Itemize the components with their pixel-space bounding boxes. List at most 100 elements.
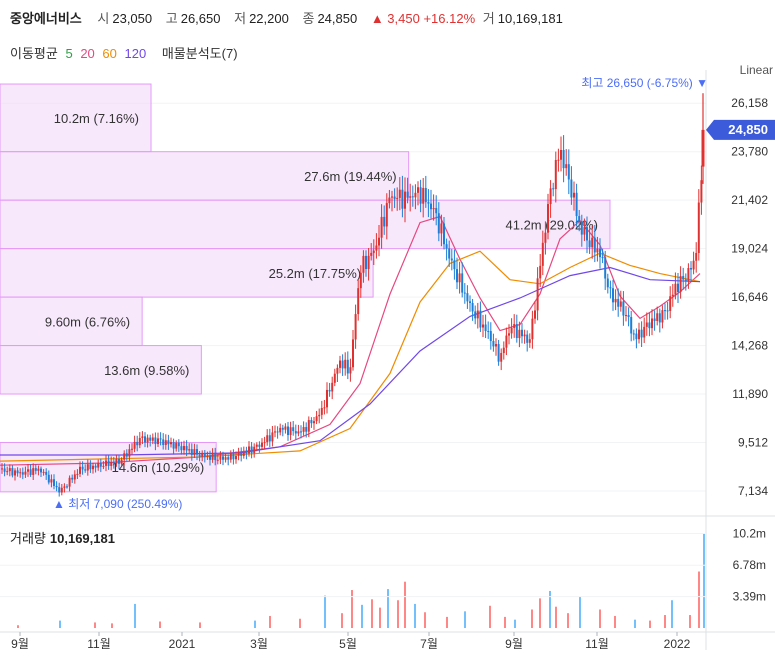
volume-profile-label: 9.60m (6.76%) bbox=[45, 314, 130, 329]
time-axis: 9월 11월 2021 3월 5월 7월 9월 11월 2022 bbox=[11, 632, 691, 651]
open-label: 시 bbox=[97, 11, 110, 26]
candles bbox=[1, 93, 705, 497]
candle-body bbox=[229, 452, 232, 460]
volume-profile-bar bbox=[0, 151, 410, 201]
volume-bar bbox=[159, 621, 161, 628]
candle-body bbox=[638, 329, 640, 340]
candle-body bbox=[541, 242, 544, 266]
candle-body bbox=[687, 268, 690, 282]
candle-body bbox=[310, 420, 313, 424]
volume-bar bbox=[464, 611, 466, 628]
candle-body bbox=[495, 344, 497, 347]
candle-body bbox=[573, 192, 575, 198]
candle-body bbox=[250, 446, 253, 453]
candle-body bbox=[388, 197, 391, 204]
candle-body bbox=[86, 464, 89, 471]
volume-bar bbox=[269, 615, 271, 628]
candle-body bbox=[284, 426, 287, 430]
scale-type-label[interactable]: Linear bbox=[739, 63, 773, 77]
ma-20-label[interactable]: 20 bbox=[80, 46, 95, 61]
candle-body bbox=[175, 442, 178, 449]
x-tick-label: 11월 bbox=[585, 637, 609, 651]
candle-body bbox=[352, 339, 354, 368]
candle-body bbox=[102, 465, 105, 467]
candle-body bbox=[37, 468, 40, 471]
volume-bar bbox=[424, 612, 426, 628]
volume-bar bbox=[446, 616, 448, 628]
candle-body bbox=[671, 294, 674, 297]
volume-tick-label: 3.39m bbox=[733, 590, 766, 604]
volume-bar bbox=[489, 605, 491, 628]
candle-body bbox=[357, 288, 360, 315]
volume-bar bbox=[324, 595, 326, 628]
candle-body bbox=[92, 465, 94, 470]
candle-body bbox=[463, 292, 466, 294]
y-tick-label: 11,890 bbox=[732, 387, 768, 401]
candle-body bbox=[411, 196, 414, 198]
current-price-badge bbox=[706, 119, 775, 140]
candle-body bbox=[419, 187, 422, 204]
candle-body bbox=[640, 329, 643, 338]
candle-body bbox=[21, 472, 24, 475]
ma-120-label[interactable]: 120 bbox=[124, 46, 147, 61]
candle-body bbox=[14, 470, 16, 476]
candle-body bbox=[159, 438, 162, 440]
candle-body bbox=[157, 438, 159, 445]
volume-bar bbox=[94, 622, 96, 628]
candle-body bbox=[456, 269, 458, 283]
candle-body bbox=[523, 334, 526, 337]
volume-profile-toggle[interactable]: 매물분석도(7) bbox=[161, 46, 238, 61]
candle-body bbox=[94, 465, 97, 468]
candle-body bbox=[198, 454, 201, 457]
candle-body bbox=[539, 265, 542, 279]
candle-body bbox=[1, 468, 3, 470]
candle-body bbox=[380, 216, 383, 238]
volume-tick-label: 6.78m bbox=[733, 558, 766, 572]
candle-body bbox=[359, 272, 362, 289]
ma-5-label[interactable]: 5 bbox=[65, 46, 73, 61]
x-tick-label: 9월 bbox=[11, 637, 29, 651]
candle-body bbox=[138, 437, 141, 446]
candle-body bbox=[112, 461, 115, 464]
volume-bar bbox=[549, 590, 551, 628]
candle-body bbox=[684, 279, 687, 282]
candle-body bbox=[19, 472, 22, 474]
candle-body bbox=[79, 466, 81, 474]
volume-bar bbox=[199, 622, 201, 628]
x-tick-label: 3월 bbox=[250, 637, 268, 651]
candle-body bbox=[701, 129, 705, 167]
candle-body bbox=[632, 333, 635, 335]
candle-body bbox=[323, 407, 326, 409]
candle-body bbox=[120, 459, 123, 464]
candle-body bbox=[289, 427, 292, 436]
candle-body bbox=[580, 221, 583, 235]
volume-profile-label: 14.6m (10.29%) bbox=[112, 460, 205, 475]
candle-body bbox=[263, 442, 266, 444]
close-value: 24,850 bbox=[317, 11, 358, 26]
candle-body bbox=[430, 203, 432, 210]
candle-body bbox=[97, 462, 100, 468]
volume-bar bbox=[514, 619, 516, 628]
candle-body bbox=[292, 427, 295, 432]
candle-body bbox=[596, 248, 599, 253]
candle-body bbox=[414, 192, 417, 198]
candle-body bbox=[232, 452, 235, 460]
candle-body bbox=[255, 444, 258, 447]
candle-body bbox=[339, 360, 341, 368]
y-tick-label: 16,646 bbox=[731, 290, 768, 304]
candle-body bbox=[690, 268, 692, 270]
candle-body bbox=[261, 442, 263, 447]
volume-title-label: 거래량 bbox=[10, 531, 46, 546]
candle-body bbox=[560, 149, 562, 160]
candle-body bbox=[136, 441, 139, 446]
candle-body bbox=[424, 187, 427, 203]
candle-body bbox=[378, 237, 380, 246]
candle-body bbox=[344, 359, 347, 369]
ma-60-label[interactable]: 60 bbox=[102, 46, 117, 61]
candle-body bbox=[526, 334, 529, 343]
candle-body bbox=[586, 227, 588, 241]
candle-body bbox=[651, 318, 653, 329]
candle-body bbox=[547, 204, 549, 233]
candle-body bbox=[110, 461, 113, 466]
